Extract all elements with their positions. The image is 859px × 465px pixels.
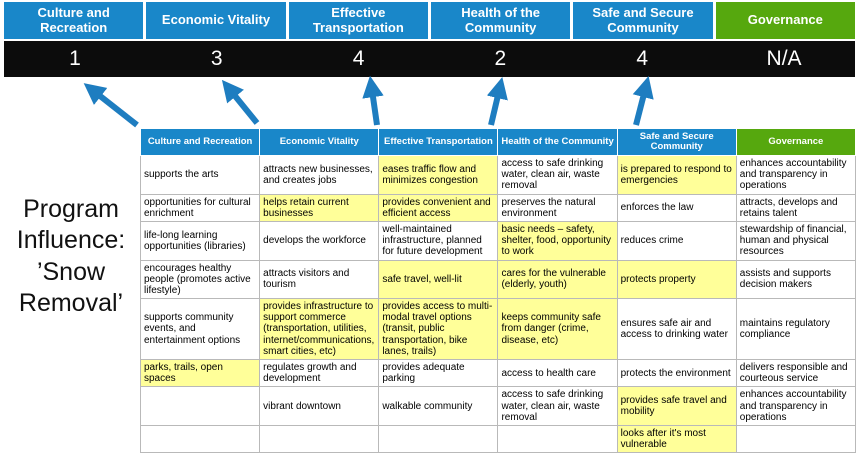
matrix-cell-r8c3 (378, 424, 499, 454)
matrix-cell-r5c5: ensures safe air and access to drinking … (616, 298, 737, 360)
pillar-header-1: Culture and Recreation (4, 2, 144, 39)
pillar-score-2: 3 (210, 47, 223, 70)
matrix-cell-r6c2: regulates growth and development (259, 358, 380, 388)
matrix-cell-r4c6: assists and supports decision makers (735, 259, 857, 300)
matrix-cell-r2c6: attracts, develops and retains talent (735, 193, 857, 222)
matrix-cell-r4c1: encourages healthy people (promotes acti… (139, 259, 261, 300)
matrix-cell-r1c6: enhances accountability and transparency… (735, 155, 857, 195)
matrix-row-4: encourages healthy people (promotes acti… (139, 259, 857, 300)
matrix-header-1: Culture and Recreation (139, 128, 261, 156)
pillar-header-row: Culture and Recreation Economic Vitality E… (4, 2, 855, 39)
program-title: Program Influence: ’Snow Removal’ (16, 195, 126, 317)
matrix-row-1: supports the arts attracts new businesses… (139, 155, 857, 195)
matrix-cell-r5c2: provides infrastructure to support comme… (259, 298, 380, 360)
matrix-row-2: opportunities for cultural enrichment hel… (139, 193, 857, 222)
matrix-cell-r6c4: access to health care (497, 358, 618, 388)
pillar-score-6: N/A (766, 47, 802, 70)
matrix-cell-r8c4 (497, 424, 618, 454)
matrix-cell-r5c4: keeps community safe from danger (crime,… (497, 298, 618, 360)
matrix-cell-r7c6: enhances accountability and transparency… (735, 386, 857, 426)
pillar-score-5: 4 (636, 47, 649, 70)
matrix-cell-r8c2 (259, 424, 380, 454)
matrix-cell-r6c5: protects the environment (616, 358, 737, 388)
matrix-cell-r7c5: provides safe travel and mobility (616, 386, 737, 426)
pillar-score-1: 1 (69, 47, 81, 70)
matrix-cell-r2c2: helps retain current businesses (259, 193, 380, 222)
pillar-score-3: 4 (352, 47, 365, 70)
score-row: 1 3 4 2 4 N/A (4, 41, 855, 77)
influence-arrows (83, 75, 654, 128)
matrix-cell-r7c4: access to safe drinking water, clean air… (497, 386, 618, 426)
matrix-cell-r3c6: stewardship of financial, human and phys… (735, 220, 857, 261)
matrix-header-6: Governance (735, 128, 857, 156)
matrix-row-7: vibrant downtown walkable community access… (139, 386, 857, 426)
pillar-header-3: Effective Transportation (288, 2, 428, 39)
matrix-header-5: Safe and Secure Community (616, 128, 737, 156)
matrix-row-8: looks after it's most vulnerable (139, 424, 857, 454)
matrix-cell-r5c1: supports community events, and entertain… (139, 298, 261, 360)
matrix-cell-r3c3: well-maintained infrastructure, planned … (378, 220, 499, 261)
matrix-cell-r2c5: enforces the law (616, 193, 737, 222)
matrix-cell-r4c5: protects property (616, 259, 737, 300)
matrix-cell-r1c3: eases traffic flow and minimizes congest… (378, 155, 499, 195)
pillar-header-4: Health of the Community (430, 2, 571, 39)
matrix-row-6: parks, trails, open spaces regulates grow… (139, 358, 857, 388)
matrix-cell-r5c6: maintains regulatory compliance (735, 298, 857, 360)
matrix-cell-r6c3: provides adequate parking (378, 358, 499, 388)
pillar-score-4: 2 (494, 47, 507, 70)
matrix-header-4: Health of the Community (497, 128, 618, 156)
pillar-header-2: Economic Vitality (146, 2, 286, 39)
matrix-cell-r1c4: access to safe drinking water, clean air… (497, 155, 618, 195)
matrix-cell-r1c5: is prepared to respond to emergencies (616, 155, 737, 195)
matrix-cell-r7c2: vibrant downtown (259, 386, 380, 426)
arrow-up-icon (486, 76, 508, 126)
matrix-cell-r2c3: provides convenient and efficient access (378, 193, 499, 222)
matrix-cell-r1c2: attracts new businesses, and creates job… (259, 155, 380, 195)
matrix-row-5: supports community events, and entertain… (139, 298, 857, 360)
matrix-cell-r2c4: preserves the natural environment (497, 193, 618, 222)
matrix-cell-r8c5: looks after it's most vulnerable (616, 424, 737, 454)
matrix-cell-r1c1: supports the arts (139, 155, 261, 195)
matrix-body: supports the arts attracts new businesses… (139, 155, 857, 454)
arrow-up-icon (362, 75, 384, 126)
matrix-cell-r2c1: opportunities for cultural enrichment (139, 193, 261, 222)
matrix-header-3: Effective Transportation (378, 128, 499, 156)
matrix-header-row: Culture and Recreation Economic Vitality E… (139, 128, 857, 156)
matrix-cell-r7c1 (139, 386, 261, 426)
matrix-cell-r7c3: walkable community (378, 386, 499, 426)
matrix-cell-r4c2: attracts visitors and tourism (259, 259, 380, 300)
matrix-cell-r4c3: safe travel, well-lit (378, 259, 499, 300)
arrow-up-icon (83, 83, 139, 128)
matrix-cell-r6c1: parks, trails, open spaces (139, 358, 261, 388)
matrix-cell-r6c6: delivers responsible and courteous servi… (735, 358, 857, 388)
matrix-cell-r3c5: reduces crime (616, 220, 737, 261)
matrix-cell-r5c3: provides access to multi-modal travel op… (378, 298, 499, 360)
matrix-cell-r3c1: life-long learning opportunities (librar… (139, 220, 261, 261)
matrix-header-2: Economic Vitality (259, 128, 380, 156)
matrix-row-3: life-long learning opportunities (librar… (139, 220, 857, 261)
pillar-header-5: Safe and Secure Community (573, 2, 713, 39)
arrow-up-icon (221, 79, 260, 125)
influence-matrix: Culture and Recreation Economic Vitality E… (139, 128, 857, 454)
matrix-cell-r3c2: develops the workforce (259, 220, 380, 261)
matrix-cell-r3c4: basic needs – safety, shelter, food, opp… (497, 220, 618, 261)
matrix-cell-r8c6 (735, 424, 857, 454)
arrow-up-icon (632, 76, 654, 126)
matrix-wrap: Culture and Recreation Economic Vitality E… (139, 128, 857, 454)
matrix-cell-r8c1 (139, 424, 261, 454)
pillar-header-6: Governance (715, 2, 855, 39)
matrix-cell-r4c4: cares for the vulnerable (elderly, youth… (497, 259, 618, 300)
